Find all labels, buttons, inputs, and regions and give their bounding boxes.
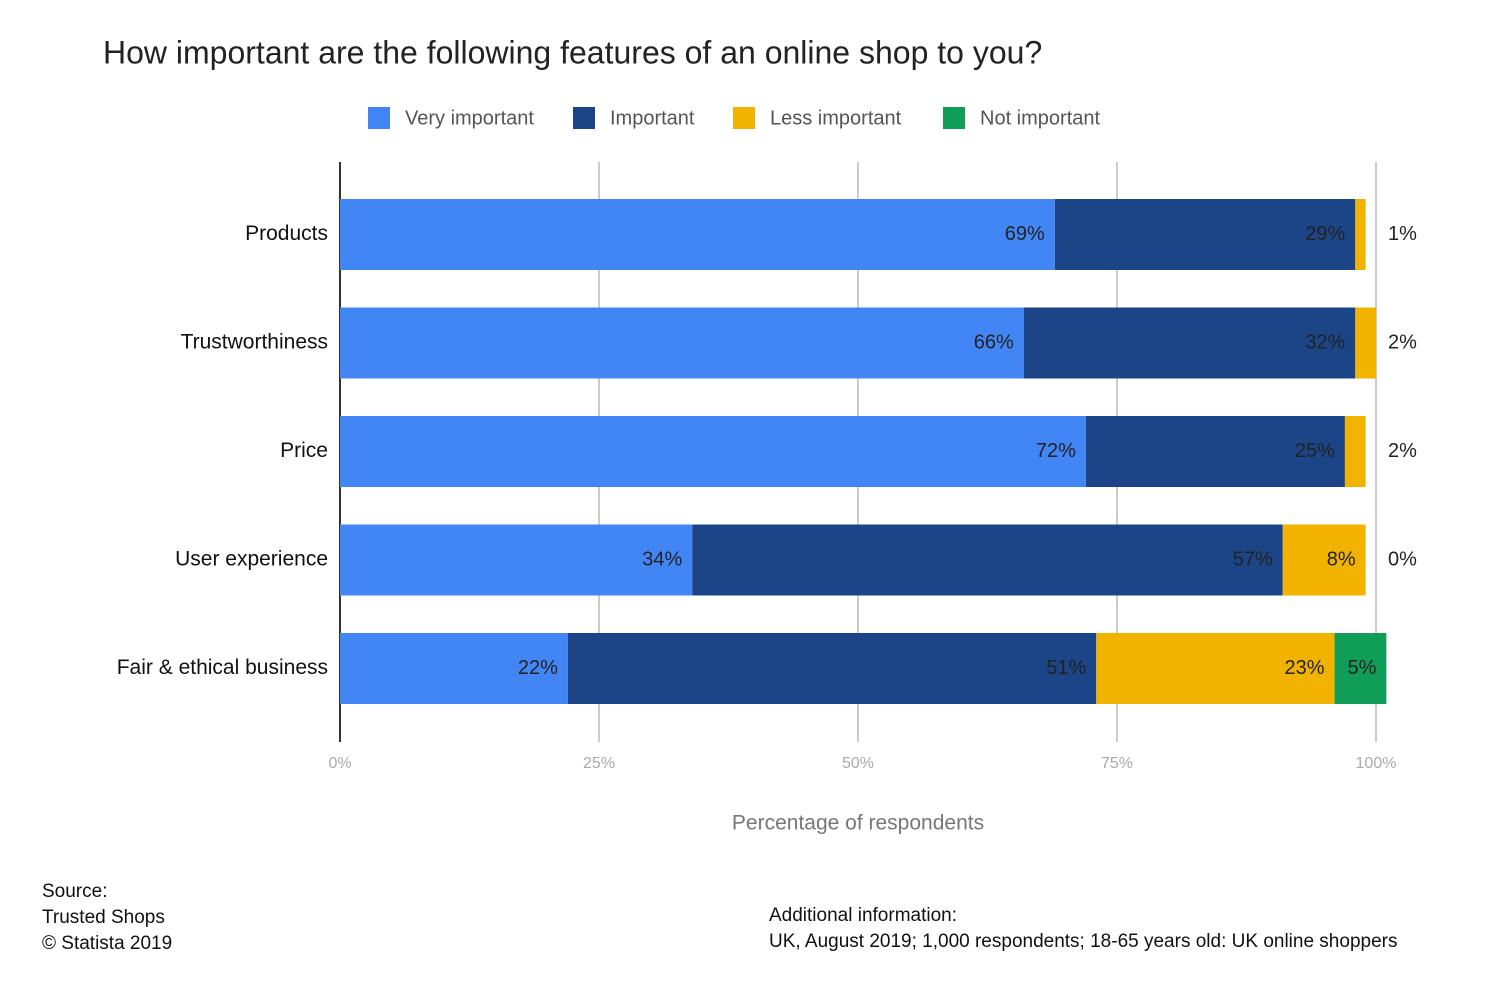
- source-label: Source:: [42, 881, 107, 902]
- x-tick-label: 100%: [1356, 755, 1397, 772]
- data-label: 2%: [1388, 440, 1417, 462]
- data-label: 57%: [1233, 548, 1273, 570]
- data-label: 32%: [1305, 331, 1345, 353]
- data-label: 8%: [1327, 548, 1356, 570]
- x-tick-label: 75%: [1101, 755, 1133, 772]
- x-tick-label: 0%: [328, 755, 351, 772]
- bar-segment: [1334, 633, 1387, 704]
- y-tick-label: Trustworthiness: [181, 331, 328, 354]
- legend-label: Less important: [770, 107, 902, 129]
- data-label: 34%: [642, 548, 682, 570]
- data-label: 51%: [1046, 657, 1086, 679]
- copyright: © Statista 2019: [42, 933, 172, 954]
- bar-segment: [1355, 307, 1376, 379]
- x-axis-label: Percentage of respondents: [732, 812, 984, 835]
- legend-swatch: [368, 107, 390, 129]
- bar-segment: [340, 199, 1055, 270]
- data-label: 69%: [1005, 223, 1045, 245]
- additional-text: UK, August 2019; 1,000 respondents; 18-6…: [769, 931, 1397, 952]
- bar-segment: [340, 307, 1024, 379]
- legend-label: Very important: [405, 107, 534, 129]
- bar-segment: [340, 633, 568, 704]
- bar-segment: [1355, 199, 1366, 270]
- legend-label: Important: [610, 107, 695, 129]
- data-label: 22%: [518, 657, 558, 679]
- data-label: 66%: [974, 331, 1014, 353]
- data-label: 2%: [1388, 331, 1417, 353]
- y-tick-label: Fair & ethical business: [117, 656, 328, 679]
- data-label: 5%: [1347, 657, 1376, 679]
- bar-segment: [567, 633, 1097, 704]
- legend-swatch: [733, 107, 755, 129]
- data-label: 72%: [1036, 440, 1076, 462]
- legend-swatch: [943, 107, 965, 129]
- x-tick-label: 25%: [583, 755, 615, 772]
- x-tick-label: 50%: [842, 755, 874, 772]
- chart-title: How important are the following features…: [103, 34, 1042, 70]
- data-label: 29%: [1305, 223, 1345, 245]
- bar-segment: [1085, 416, 1345, 487]
- bar-segment: [340, 416, 1086, 487]
- y-tick-label: User experience: [175, 548, 328, 571]
- y-tick-label: Price: [280, 439, 328, 462]
- source-text: Trusted Shops: [42, 907, 165, 928]
- legend-swatch: [573, 107, 595, 129]
- data-label: 1%: [1388, 223, 1417, 245]
- data-label: 25%: [1295, 440, 1335, 462]
- bar-segment: [340, 524, 693, 596]
- bar-segment: [1023, 307, 1356, 379]
- data-label: 0%: [1388, 548, 1417, 570]
- bar-segment: [1282, 524, 1366, 596]
- bar-segment: [692, 524, 1283, 596]
- bar-segment: [1054, 199, 1356, 270]
- data-label: 23%: [1285, 657, 1325, 679]
- y-tick-label: Products: [245, 222, 328, 245]
- legend-label: Not important: [980, 107, 1100, 129]
- additional-label: Additional information:: [769, 905, 957, 926]
- bar-segment: [1096, 633, 1335, 704]
- bar-segment: [1344, 416, 1366, 487]
